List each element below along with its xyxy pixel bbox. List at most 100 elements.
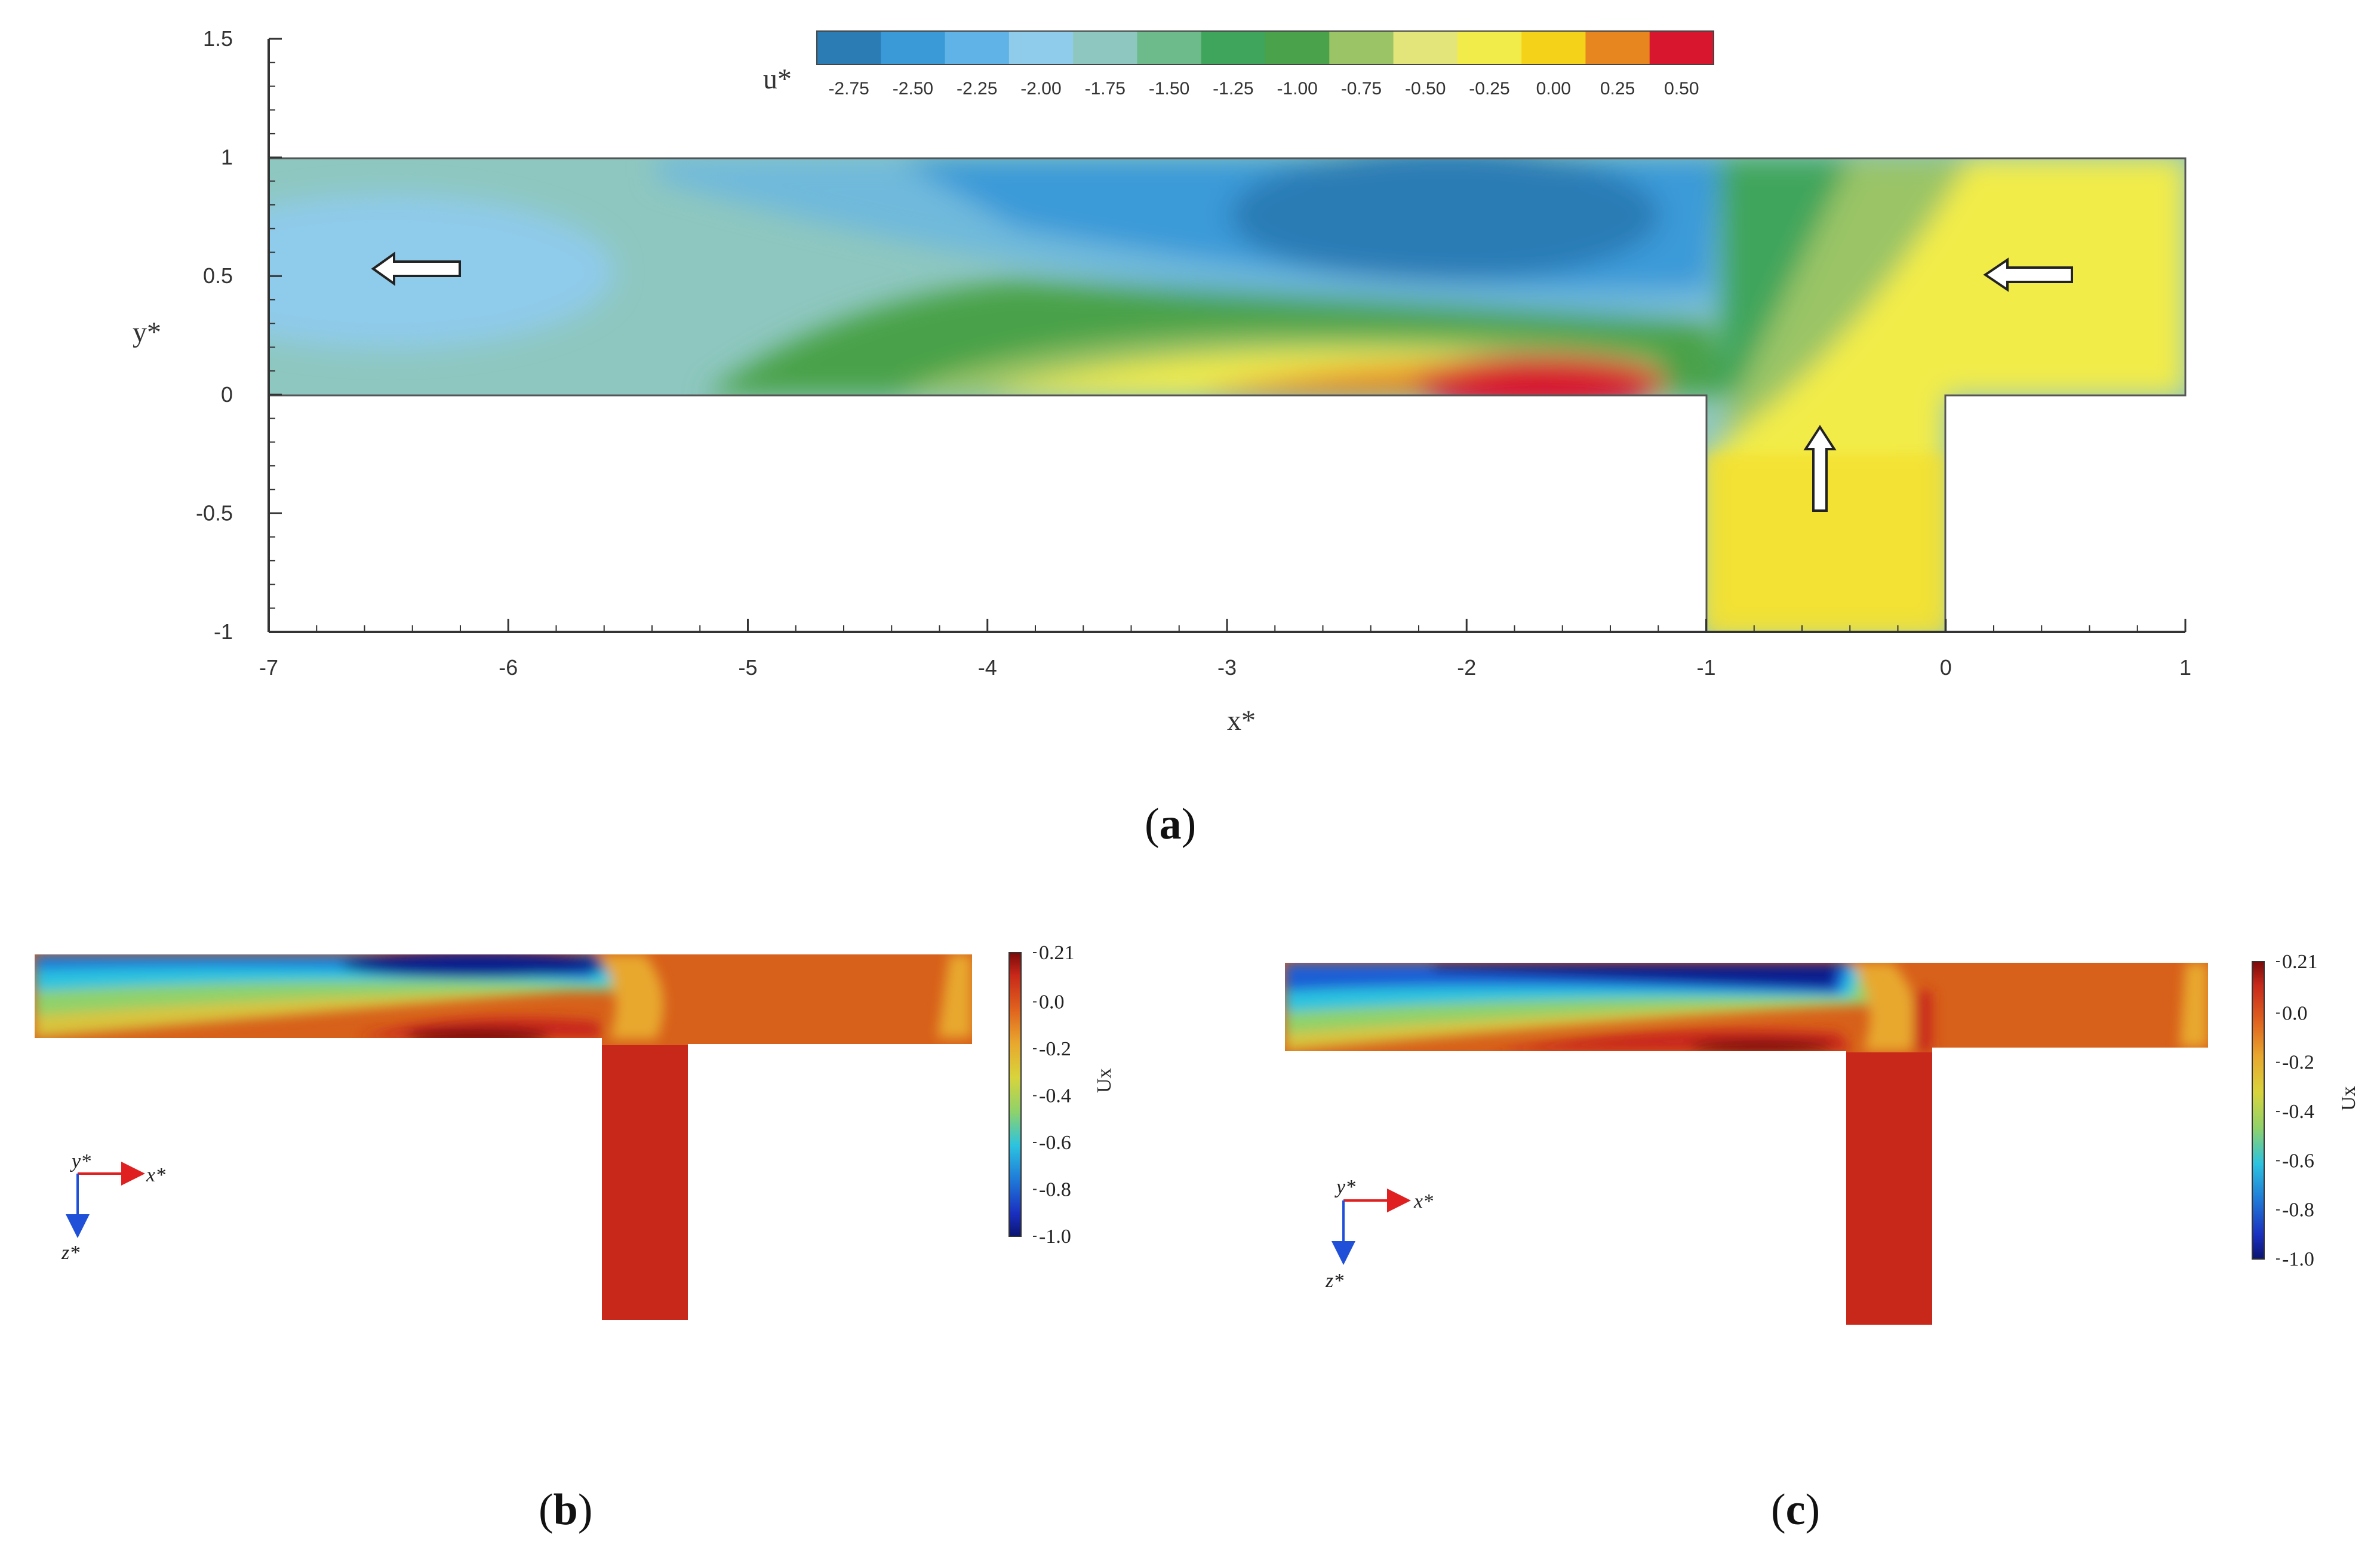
arrow-outlet-left (371, 251, 461, 286)
x-tick-label: -2 (1457, 655, 1476, 680)
colorbar-swatch (881, 31, 946, 65)
colorbar-tick-label: -1.0 (1039, 1226, 1071, 1248)
colorbar-level-label: -1.50 (1149, 79, 1189, 99)
y-tick-label: 0.5 (203, 263, 233, 288)
colorbar-swatch (817, 31, 881, 65)
colorbar-level-label: -2.50 (893, 79, 933, 99)
colorbar-level-label: 0.00 (1536, 79, 1571, 99)
colorbar-swatch (1649, 31, 1714, 65)
colorbar-swatch (1457, 31, 1522, 65)
x-tick-label: 1 (2179, 655, 2191, 680)
contour-recirculation (1415, 355, 1666, 409)
colorbar-level-label: 0.25 (1600, 79, 1635, 99)
colorbar-tick-label: 0.21 (2282, 951, 2318, 973)
caption-b: (b) (539, 1485, 593, 1534)
colorbar-tick-label: -1.0 (2282, 1248, 2314, 1270)
colorbar-label-u: u* (763, 63, 792, 95)
colorbar-tick-label: 0.0 (1039, 991, 1065, 1013)
y-tick-label: 0 (221, 382, 233, 407)
colorbar-level-label: -2.00 (1020, 79, 1061, 99)
colorbar-level-label: -0.50 (1405, 79, 1446, 99)
contour-b-dark-red (406, 1028, 549, 1045)
contour-c-dark-red (1690, 1039, 1833, 1054)
x-tick-label: -3 (1217, 655, 1237, 680)
arrow-main-inlet-left (1983, 257, 2073, 292)
colorbar-tick-label: -0.6 (1039, 1132, 1071, 1154)
arrow-branch-inlet-up (1803, 425, 1837, 512)
colorbar-c-label: Ux (2338, 1086, 2360, 1111)
contour-c-branch (1846, 1052, 1932, 1325)
x-tick-label: -7 (259, 655, 278, 680)
colorbar-level-label: -1.75 (1085, 79, 1126, 99)
x-tick-label: -6 (499, 655, 518, 680)
contour-c-right-edge (2179, 963, 2208, 1048)
contour-b-branch (602, 1045, 688, 1320)
colorbar-tick-label: 0.21 (1039, 942, 1075, 964)
caption-c: (c) (1771, 1485, 1821, 1534)
colorbar-swatch (1329, 31, 1394, 65)
y-tick-label: 1.5 (203, 26, 233, 51)
panel-b-axes-triad: y* x* z* (61, 1150, 165, 1264)
triad-b-z-label: z* (61, 1242, 79, 1264)
colorbar-c-gradient (2252, 961, 2265, 1260)
panel-c-axes-triad: y* x* z* (1325, 1176, 1433, 1292)
x-tick-label: -5 (738, 655, 757, 680)
panel-c-contour (1285, 963, 2208, 1325)
triad-b-x-label: x* (146, 1164, 165, 1186)
contour-c-dark-blue (1433, 963, 1839, 988)
contour-c-junction-red (1914, 991, 1932, 1051)
x-tick-label: 0 (1940, 655, 1952, 680)
x-tick-label: -4 (978, 655, 997, 680)
contour-peak-speed-zone (1230, 158, 1660, 281)
triad-c-z-label: z* (1325, 1270, 1343, 1292)
colorbar-level-label: -2.75 (828, 79, 869, 99)
colorbar-swatch (945, 31, 1010, 65)
panel-a-contour (269, 157, 2187, 632)
colorbar-level-label: -1.00 (1277, 79, 1317, 99)
colorbar-level-label: -2.25 (957, 79, 997, 99)
colorbar-tick-label: -0.8 (2282, 1199, 2314, 1221)
caption-a: (a) (1145, 800, 1197, 849)
colorbar-swatch (1393, 31, 1458, 65)
colorbar-level-label: -0.25 (1469, 79, 1509, 99)
colorbar-swatch (1201, 31, 1266, 65)
colorbar-tick-label: -0.2 (1039, 1038, 1071, 1060)
panel-b-colorbar: 0.21 0.0 -0.2 -0.4 -0.6 -0.8 -1.0 Ux (1008, 942, 1115, 1248)
y-tick-label: -1 (214, 619, 233, 644)
colorbar-tick-label: -0.4 (1039, 1085, 1071, 1107)
panel-a-axes: 1.510.50-0.5-1 -7 -6 -5 -4 -3 -2 -1 0 1 x* y* (133, 26, 2191, 736)
colorbar-tick-label: 0.0 (2282, 1002, 2308, 1024)
contour-b-right-edge (937, 954, 972, 1038)
colorbar-tick-label: -0.2 (2282, 1052, 2314, 1074)
panel-c-colorbar: 0.21 0.0 -0.2 -0.4 -0.6 -0.8 -1.0 Ux (2252, 951, 2360, 1270)
colorbar-frame (816, 30, 1714, 65)
colorbar-b-label: Ux (1093, 1068, 1115, 1093)
panel-a-colorbar: -2.75 -2.50 -2.25 -2.00 -1.75 -1.50 -1.25 -1.00… (763, 30, 1714, 99)
x-tick-label: -1 (1696, 655, 1715, 680)
triad-c-x-label: x* (1413, 1190, 1433, 1212)
colorbar-level-label: 0.50 (1664, 79, 1699, 99)
contour-b-dark-blue (340, 954, 615, 978)
contour-c-junction (1851, 963, 1917, 1051)
colorbar-swatch (1008, 31, 1074, 65)
colorbar-swatch (1521, 31, 1586, 65)
contour-b-junction (597, 954, 664, 1039)
y-axis-label: y* (133, 317, 161, 348)
colorbar-swatch (1073, 31, 1137, 65)
colorbar-swatch (1585, 31, 1650, 65)
panel-b-contour (35, 954, 972, 1320)
colorbar-tick-label: -0.4 (2282, 1101, 2314, 1123)
colorbar-b-gradient (1008, 952, 1022, 1237)
pipe-outline (269, 157, 2187, 632)
colorbar-tick-label: -0.8 (1039, 1178, 1071, 1200)
triad-b-y-label: y* (70, 1150, 91, 1172)
triad-c-y-label: y* (1334, 1176, 1355, 1198)
colorbar-level-label: -1.25 (1213, 79, 1253, 99)
colorbar-swatch (1137, 31, 1202, 65)
x-axis-label: x* (1227, 705, 1256, 736)
colorbar-swatch (1265, 31, 1330, 65)
colorbar-level-label: -0.75 (1341, 79, 1382, 99)
y-tick-label: -0.5 (196, 500, 233, 525)
colorbar-tick-label: -0.6 (2282, 1150, 2314, 1172)
